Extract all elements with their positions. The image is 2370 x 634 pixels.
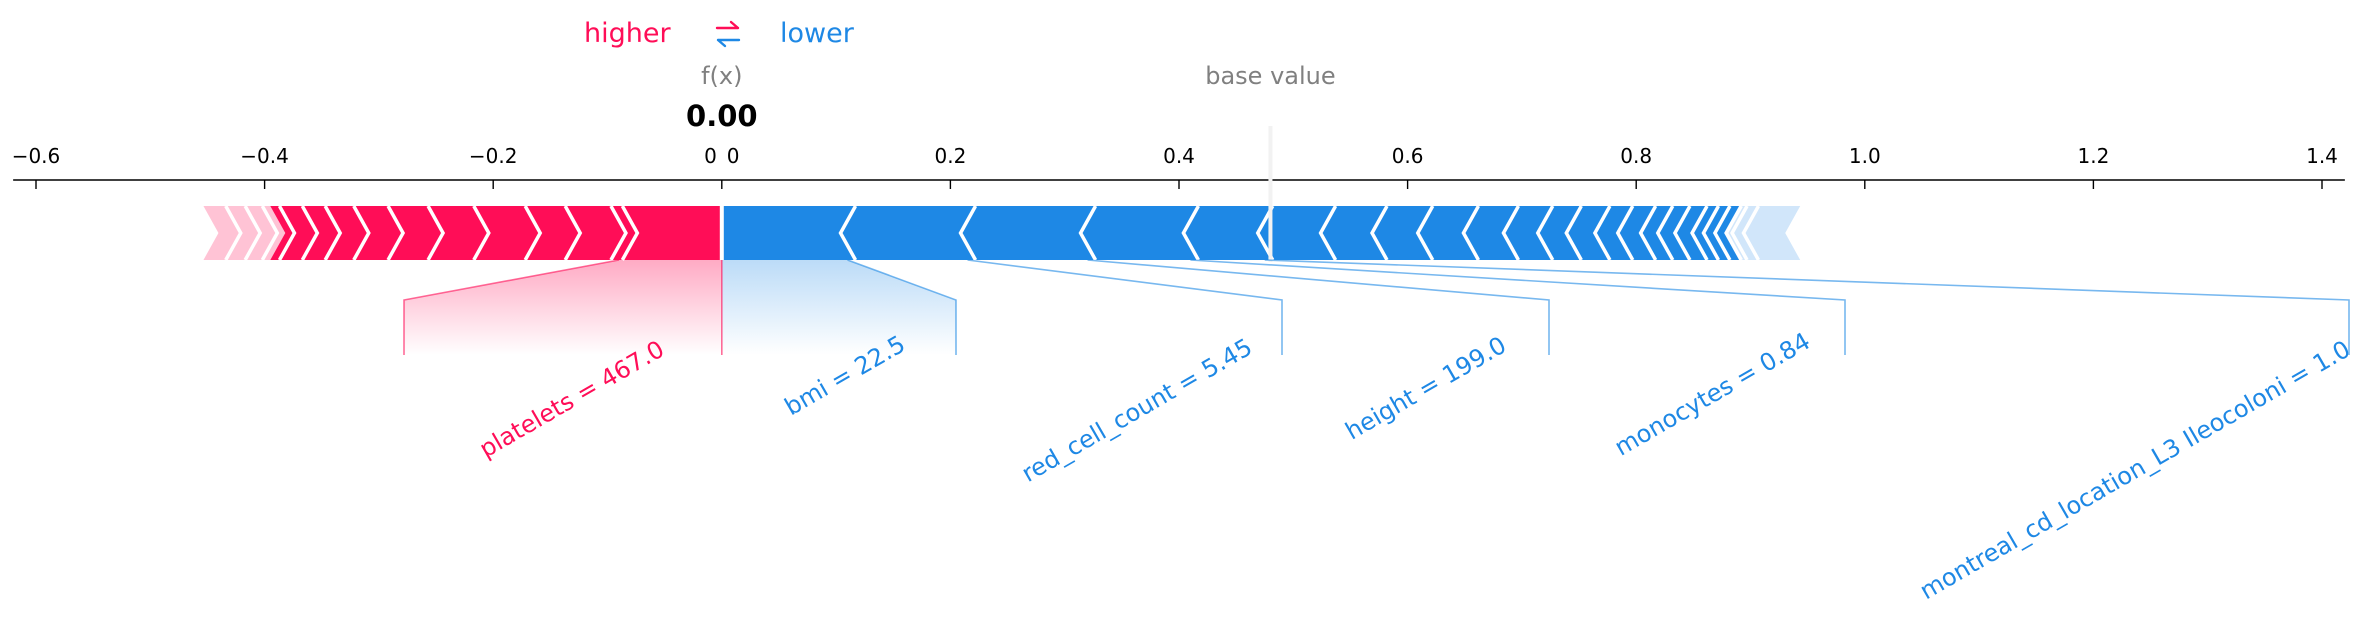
- higher-feature-chevron: [563, 205, 583, 261]
- higher-feature-chevron: [472, 205, 491, 261]
- lower-feature-chevron: [958, 205, 978, 261]
- x-axis-tick-label: 1.4: [2306, 144, 2338, 168]
- lower-bar-minor-features: [1724, 206, 1801, 260]
- higher-feature-chevron: [426, 205, 446, 261]
- feature-label: montreal_cd_location_L3 Ileocoloni = 1.0: [1915, 335, 2355, 605]
- x-axis-tick-label: 0.4: [1163, 144, 1195, 168]
- lower-feature-chevron: [1370, 205, 1389, 261]
- feature-leader-line: [1087, 259, 1550, 355]
- lower-feature-chevron: [838, 205, 858, 261]
- lower-feature-band: [721, 260, 956, 355]
- lower-feature-chevron: [1690, 205, 1709, 261]
- higher-bar: [207, 206, 722, 260]
- legend-higher-label: higher: [584, 18, 671, 49]
- x-axis-tick-label: −0.2: [469, 144, 518, 168]
- x-axis-tick-label: 0: [704, 144, 717, 168]
- lower-feature-chevron: [1501, 205, 1520, 261]
- feature-leader-line: [1264, 259, 2350, 355]
- higher-feature-chevron: [620, 205, 640, 261]
- feature-label: monocytes = 0.84: [1610, 327, 1815, 462]
- x-axis-tick-label: −0.6: [12, 144, 61, 168]
- x-axis-tick-label: −0.4: [240, 144, 289, 168]
- x-axis-tick-label: 0.8: [1620, 144, 1652, 168]
- higher-feature-chevron: [197, 205, 217, 261]
- x-axis-tick-label: 1.2: [2077, 144, 2109, 168]
- higher-feature-chevron: [323, 205, 343, 261]
- lower-feature-chevron: [1638, 205, 1658, 261]
- higher-feature-chevron: [277, 205, 297, 261]
- x-axis-tick-label: 0.2: [934, 144, 966, 168]
- feature-label: height = 199.0: [1341, 331, 1511, 446]
- higher-feature-chevron: [609, 205, 628, 261]
- lower-feature-chevron: [1741, 205, 1761, 261]
- feature-leader-line: [967, 259, 1283, 355]
- higher-bar-minor-features: [203, 206, 286, 260]
- higher-feature-chevron: [300, 205, 320, 261]
- higher-feature-chevron: [386, 205, 406, 261]
- legend-lower-label: lower: [780, 18, 854, 49]
- base-value-label: base value: [1205, 62, 1335, 90]
- fx-value: 0.00: [686, 99, 758, 133]
- lower-feature-chevron: [1712, 205, 1732, 261]
- x-axis-tick-label: 0.6: [1392, 144, 1424, 168]
- lower-feature-chevron: [1181, 205, 1200, 261]
- lower-feature-chevron: [1615, 205, 1635, 261]
- feature-leader-line: [1190, 259, 1846, 355]
- feature-leader-line: [847, 259, 957, 355]
- higher-feature-chevron: [260, 205, 280, 261]
- lower-feature-chevron: [1255, 205, 1275, 261]
- higher-feature-band: [404, 260, 722, 355]
- lower-feature-chevron: [1730, 205, 1749, 261]
- higher-feature-chevron: [352, 205, 371, 261]
- lower-feature-chevron: [1415, 205, 1435, 261]
- higher-feature-chevron: [243, 205, 263, 261]
- feature-label: red_cell_count = 5.45: [1017, 333, 1257, 488]
- fx-zero-tick-label: 0: [727, 144, 740, 168]
- lower-feature-chevron: [1318, 205, 1338, 261]
- lower-feature-chevron: [1564, 205, 1583, 261]
- feature-leader-line: [403, 259, 620, 355]
- lower-feature-chevron: [1701, 205, 1721, 261]
- lower-feature-chevron: [1724, 205, 1743, 261]
- swap-arrows-icon: [715, 20, 741, 48]
- fx-label: f(x): [701, 62, 742, 90]
- lower-feature-chevron: [1461, 205, 1480, 261]
- x-axis-tick-label: 1.0: [1849, 144, 1881, 168]
- lower-feature-chevron: [1672, 205, 1692, 261]
- higher-feature-chevron: [224, 205, 243, 261]
- higher-feature-chevron: [523, 205, 543, 261]
- lower-feature-chevron: [1078, 205, 1098, 261]
- lower-feature-chevron: [1535, 205, 1555, 261]
- lower-feature-chevron: [1592, 205, 1612, 261]
- lower-feature-chevron: [1655, 205, 1675, 261]
